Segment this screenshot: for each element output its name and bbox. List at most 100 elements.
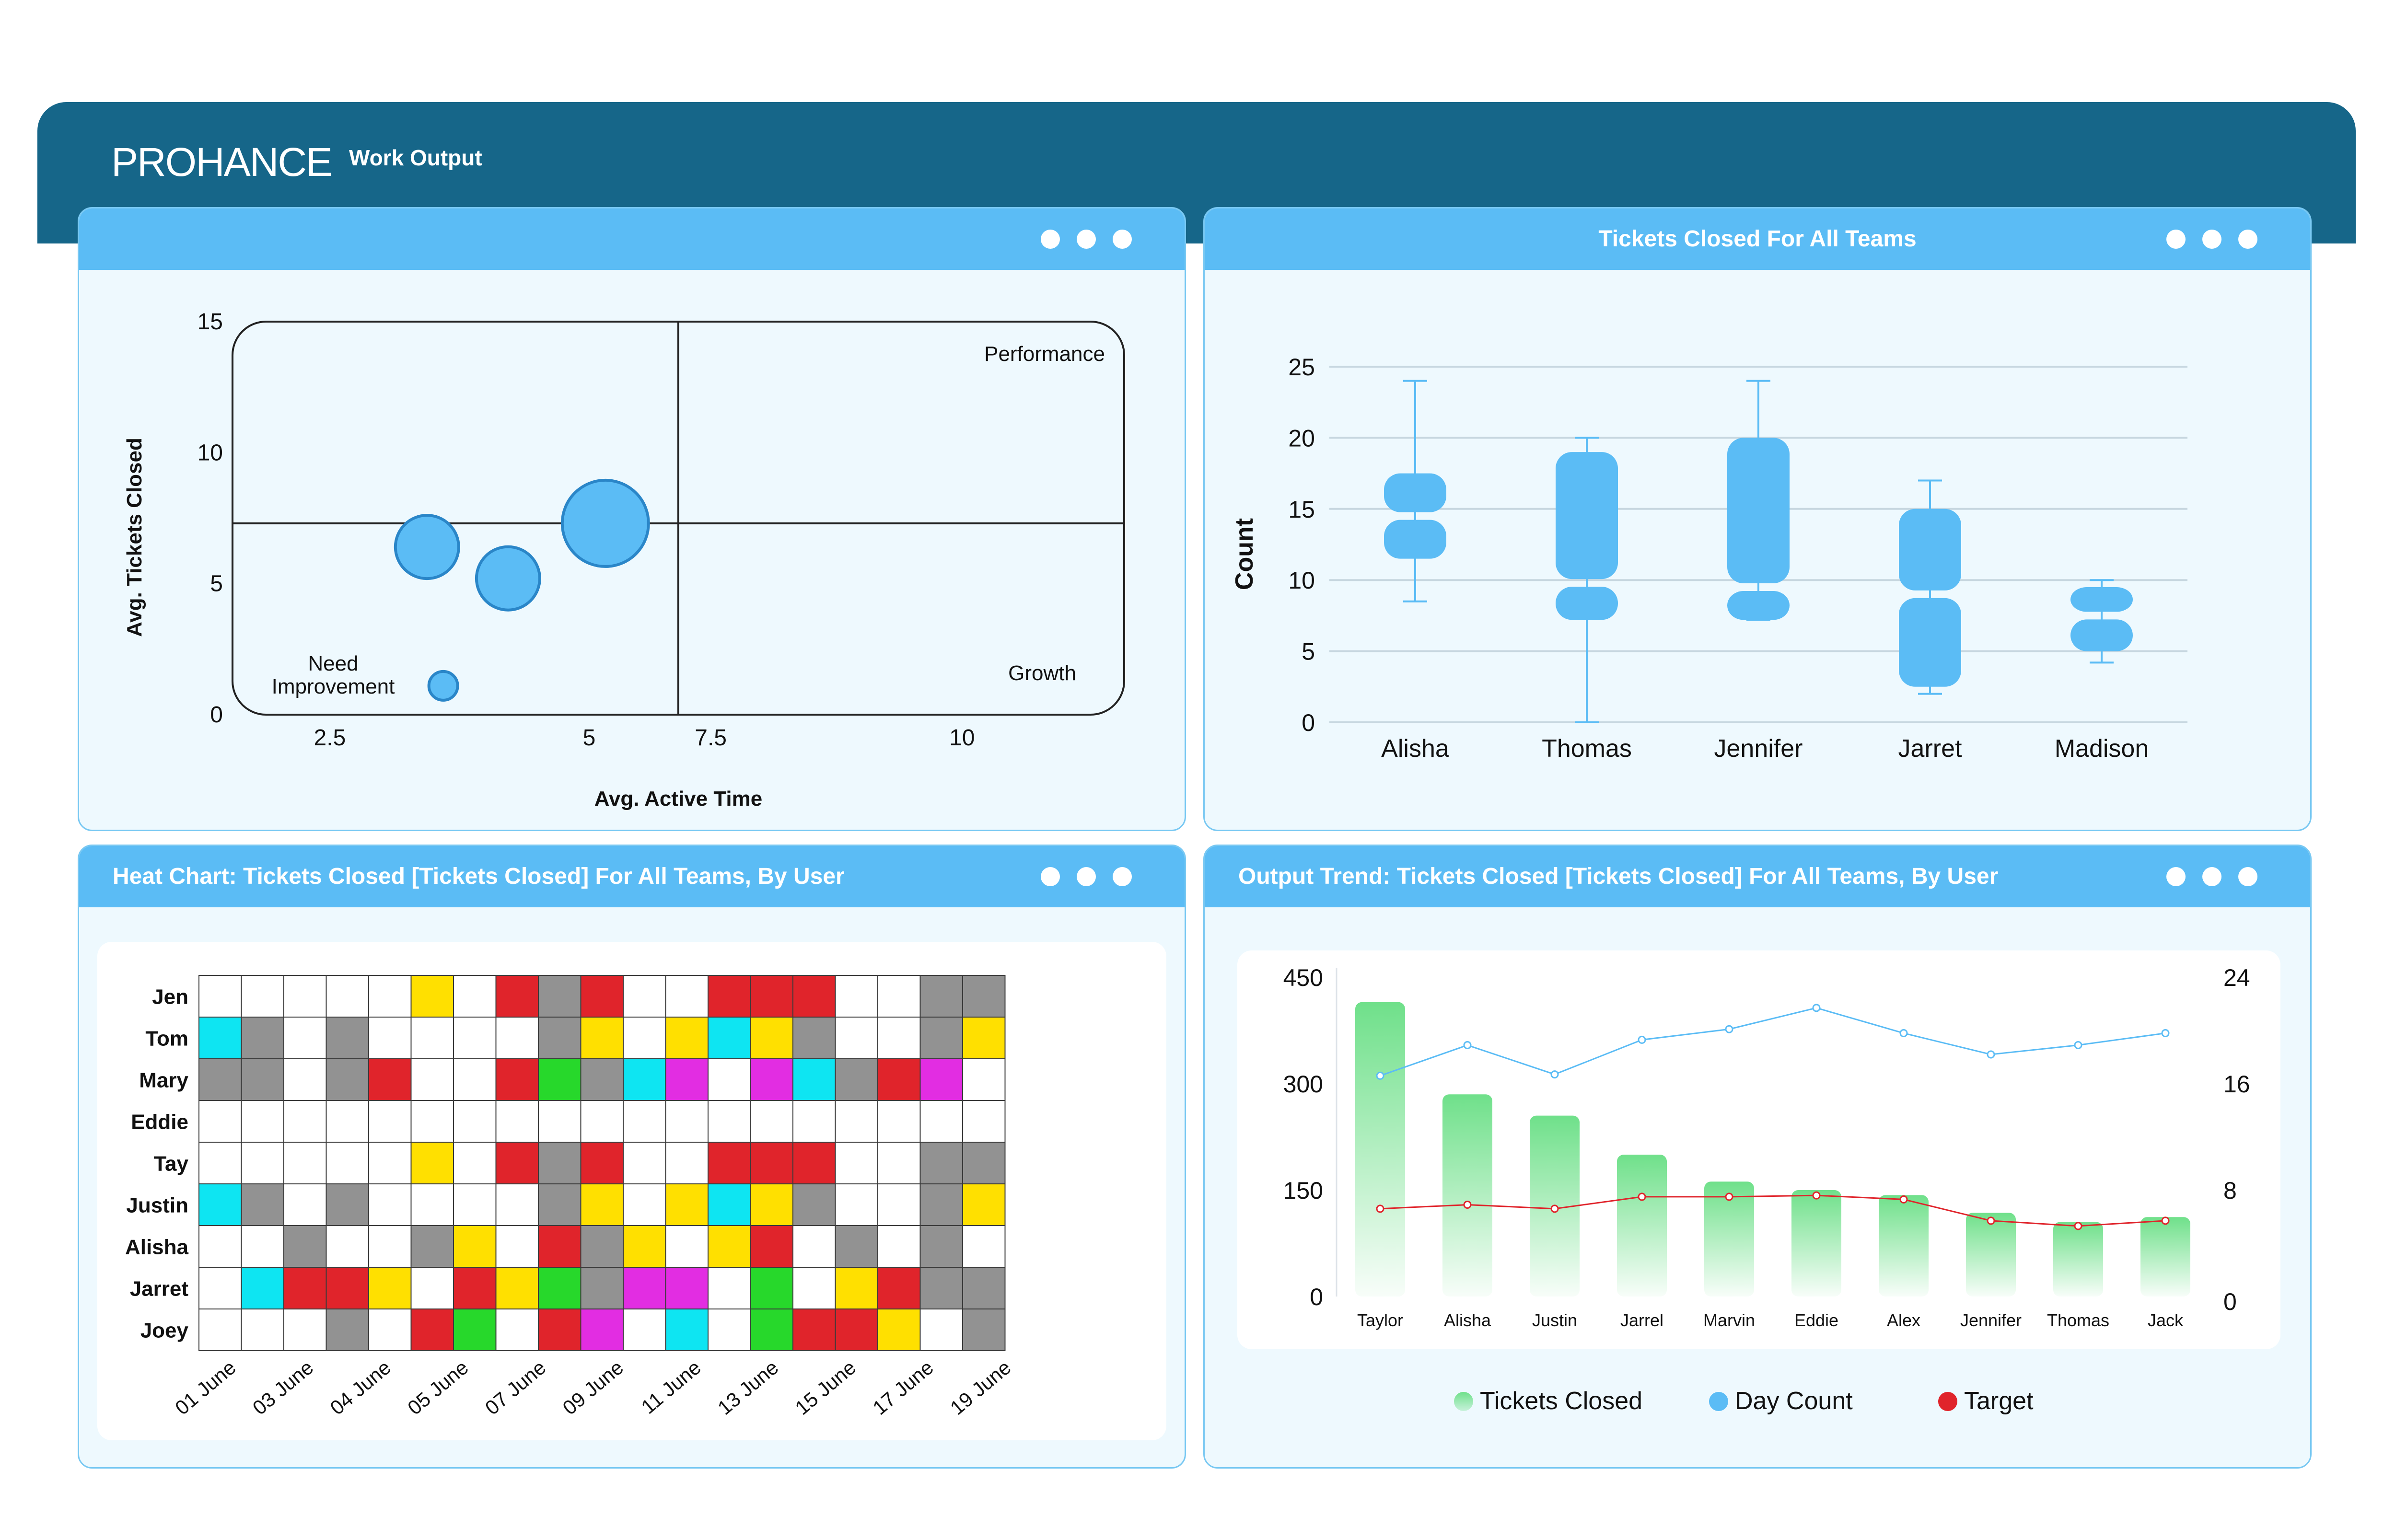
y-right-tick-label: 16 [2223,1071,2250,1098]
heat-cell [198,1142,242,1184]
legend-label: Target [1964,1387,2034,1415]
heat-cell [623,1183,666,1226]
heat-cell [453,1183,497,1226]
heat-cell [962,1100,1006,1143]
heat-cell [198,975,242,1018]
heat-cell [792,1267,836,1309]
x-tick-label: Marvin [1703,1310,1755,1330]
window-control-dot[interactable] [1041,230,1060,249]
day-count-point [1463,1041,1472,1050]
y-axis-label: Count [1231,518,1258,590]
heat-cell [962,1267,1006,1309]
x-tick-label: Jack [2148,1310,2184,1330]
heat-cell [538,1017,581,1059]
x-tick-label: Jarret [1898,735,1962,763]
heat-cell [835,1100,878,1143]
heat-cell [623,975,666,1018]
heat-cell [750,1142,793,1184]
target-line [1380,1194,2166,1227]
heat-cell [665,1183,709,1226]
quadrant-chart: 0 5 10 15 2.5 5 7.5 10 Avg. Active Time Avg. Tick… [123,309,1125,811]
heat-cell [198,1017,242,1059]
heat-cell [919,1225,963,1268]
quadrant-label-improvement: Improvement [272,675,395,698]
heat-cell [495,1100,539,1143]
y-tick-label: 5 [210,571,223,597]
heat-cell [877,1225,921,1268]
heat-cell [241,1058,284,1101]
heat-cell [283,1267,327,1309]
heat-cell [708,1267,751,1309]
heat-chart: Jen Tom Mary Eddie Tay Justin Alisha Jarret Joey… [125,975,1015,1419]
heat-cell [708,1058,751,1101]
heat-cell [919,1100,963,1143]
panel-title: Tickets Closed For All Teams [1598,226,1917,252]
heat-cell [368,1225,412,1268]
x-tick-label: 01 June [171,1356,240,1419]
heat-cell [326,1183,369,1226]
window-control-dot[interactable] [2166,230,2186,249]
x-tick-label: 10 [949,725,975,751]
heat-cell [580,1308,624,1351]
heat-cell [410,1017,454,1059]
window-control-dot[interactable] [2238,230,2257,249]
heat-chart-panel: Heat Chart: Tickets Closed [Tickets Clos… [78,845,1186,1469]
row-label: Tom [145,1027,188,1051]
row-label: Eddie [131,1111,188,1134]
target-point [1987,1216,1995,1225]
heat-cell [919,1142,963,1184]
window-control-dot[interactable] [2238,867,2257,886]
y-tick-label: 20 [1288,425,1315,452]
heat-cell [835,1225,878,1268]
window-control-dot[interactable] [2202,867,2221,886]
heat-cell [326,1017,369,1059]
heat-cell [877,975,921,1018]
heat-cell [623,1308,666,1351]
heat-cell [410,1058,454,1101]
bar [1617,1155,1667,1297]
window-control-dot[interactable] [1041,867,1060,886]
bar [1879,1195,1929,1297]
legend-marker [1709,1392,1728,1411]
x-tick-label: Madison [2055,735,2149,763]
heat-cell [283,1225,327,1268]
heat-cell [495,1058,539,1101]
heat-cell [368,1058,412,1101]
window-control-dot[interactable] [1113,867,1132,886]
heat-cell [538,975,581,1018]
window-control-dot[interactable] [2202,230,2221,249]
heat-cell [750,975,793,1018]
x-tick-label: 19 June [946,1356,1015,1419]
heat-cell [919,1183,963,1226]
y-tick-label: 15 [1288,496,1315,523]
window-control-dot[interactable] [1113,230,1132,249]
quadrant-label-growth: Growth [1008,661,1076,685]
heat-cell [962,1183,1006,1226]
heat-cell [580,1017,624,1059]
window-control-dot[interactable] [2166,867,2186,886]
bar [1791,1190,1841,1297]
heat-cell [877,1017,921,1059]
y-tick-label: 10 [198,440,223,465]
heat-cell [453,1267,497,1309]
day-count-point [2074,1041,2082,1050]
heat-cell [538,1100,581,1143]
heat-cell [835,1017,878,1059]
output-trend-panel: Output Trend: Tickets Closed [Tickets Cl… [1203,845,2312,1469]
heat-cell [538,1058,581,1101]
heat-cell [750,1058,793,1101]
target-point [1376,1204,1384,1213]
heat-cell [410,1267,454,1309]
heat-cell [792,1058,836,1101]
heat-cell [410,1183,454,1226]
panel-title: Output Trend: Tickets Closed [Tickets Cl… [1238,864,1999,889]
heat-cell [792,1308,836,1351]
window-control-dot[interactable] [1077,867,1096,886]
bar [1704,1181,1754,1297]
target-point [1550,1204,1559,1213]
legend-marker [1454,1392,1473,1411]
heat-cell [368,1017,412,1059]
x-tick-label: 03 June [248,1356,318,1419]
window-control-dot[interactable] [1077,230,1096,249]
box-lower [1384,520,1446,559]
